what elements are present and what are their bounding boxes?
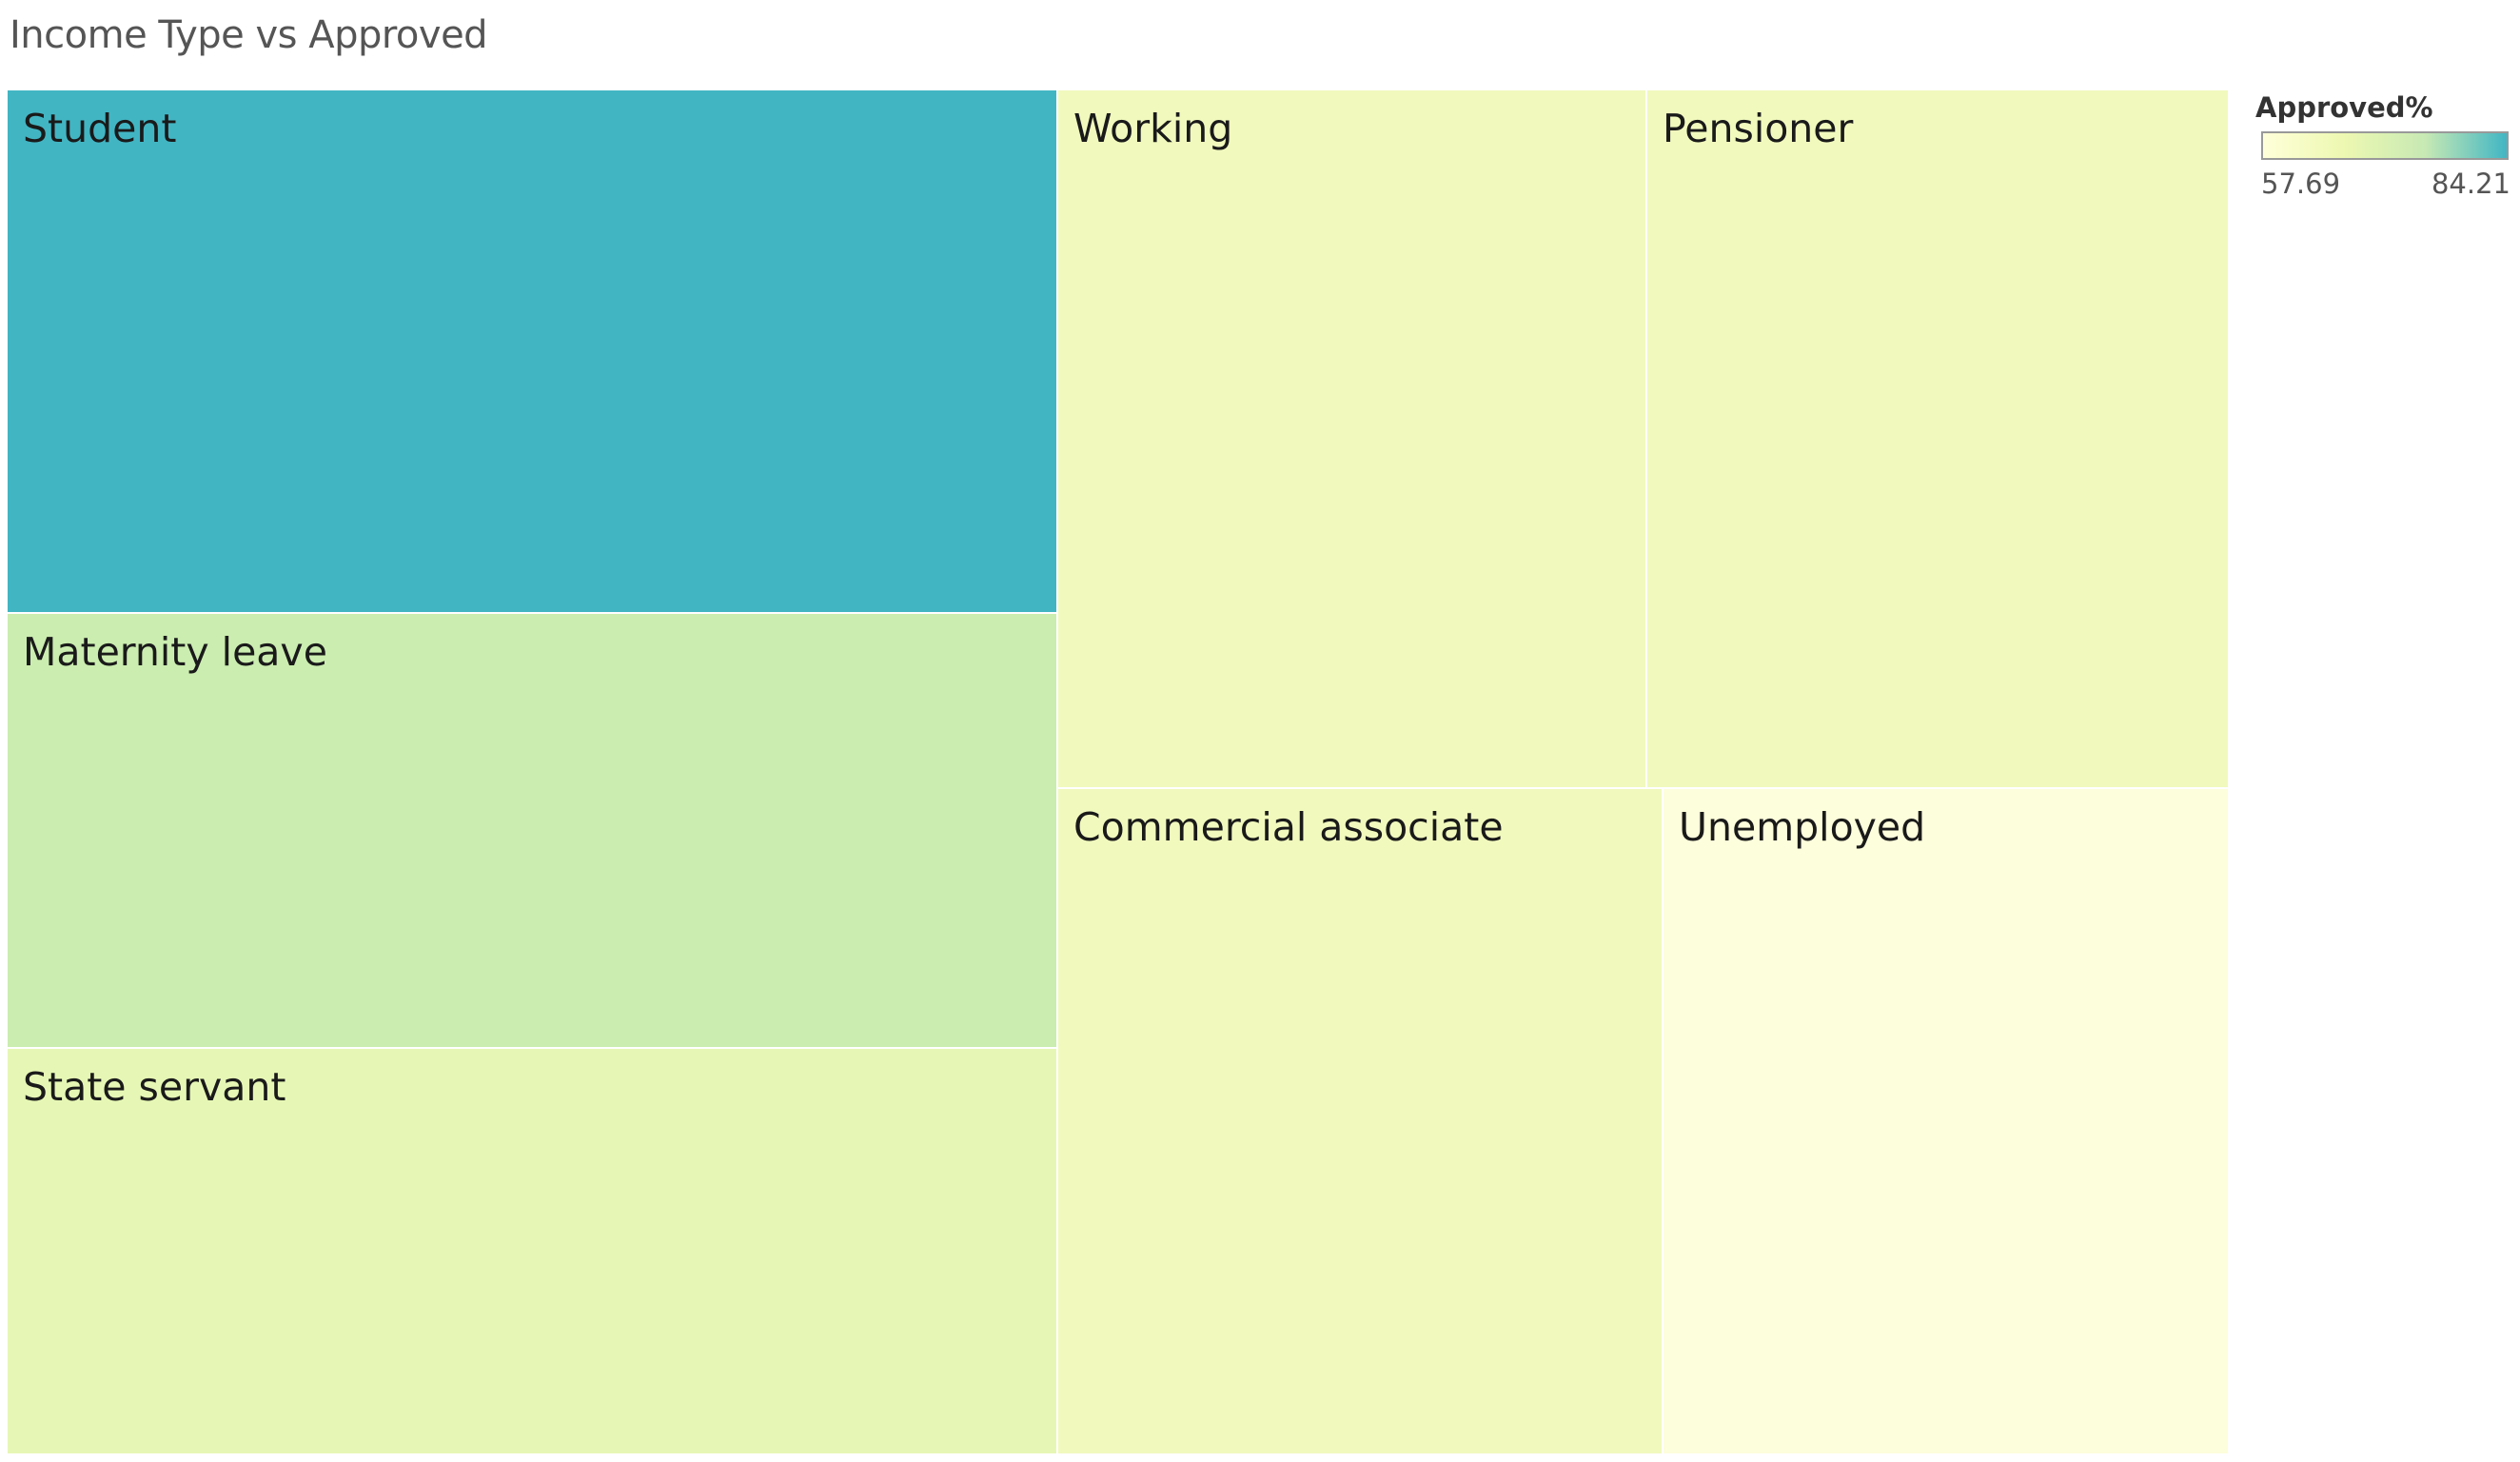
treemap-tile-label: Working xyxy=(1073,106,1233,151)
legend-color-bar xyxy=(2261,131,2509,160)
color-legend: Approved% 57.69 84.21 xyxy=(2254,91,2510,202)
treemap-tile-maternity-leave[interactable]: Maternity leave xyxy=(8,614,1056,1047)
treemap-tile-label: Student xyxy=(23,106,177,151)
legend-min-label: 57.69 xyxy=(2261,168,2341,200)
legend-max-label: 84.21 xyxy=(2431,168,2510,200)
treemap-tile-label: Commercial associate xyxy=(1073,804,1504,850)
treemap-tile-label: Maternity leave xyxy=(23,629,327,675)
legend-title: Approved% xyxy=(2255,91,2433,124)
treemap-tile-label: State servant xyxy=(23,1064,286,1110)
treemap-tile-unemployed[interactable]: Unemployed xyxy=(1664,789,2228,1453)
treemap-tile-student[interactable]: Student xyxy=(8,90,1056,612)
treemap-tile-label: Unemployed xyxy=(1679,804,1926,850)
chart-title: Income Type vs Approved xyxy=(10,13,488,57)
treemap-tile-label: Pensioner xyxy=(1663,106,1854,151)
treemap-tile-commercial-associate[interactable]: Commercial associate xyxy=(1058,789,1662,1453)
treemap: Student Maternity leave State servant Worki… xyxy=(8,90,2228,1453)
treemap-tile-working[interactable]: Working xyxy=(1058,90,1645,787)
treemap-tile-state-servant[interactable]: State servant xyxy=(8,1049,1056,1453)
legend-ticks: 57.69 84.21 xyxy=(2254,168,2510,202)
treemap-tile-pensioner[interactable]: Pensioner xyxy=(1647,90,2228,787)
